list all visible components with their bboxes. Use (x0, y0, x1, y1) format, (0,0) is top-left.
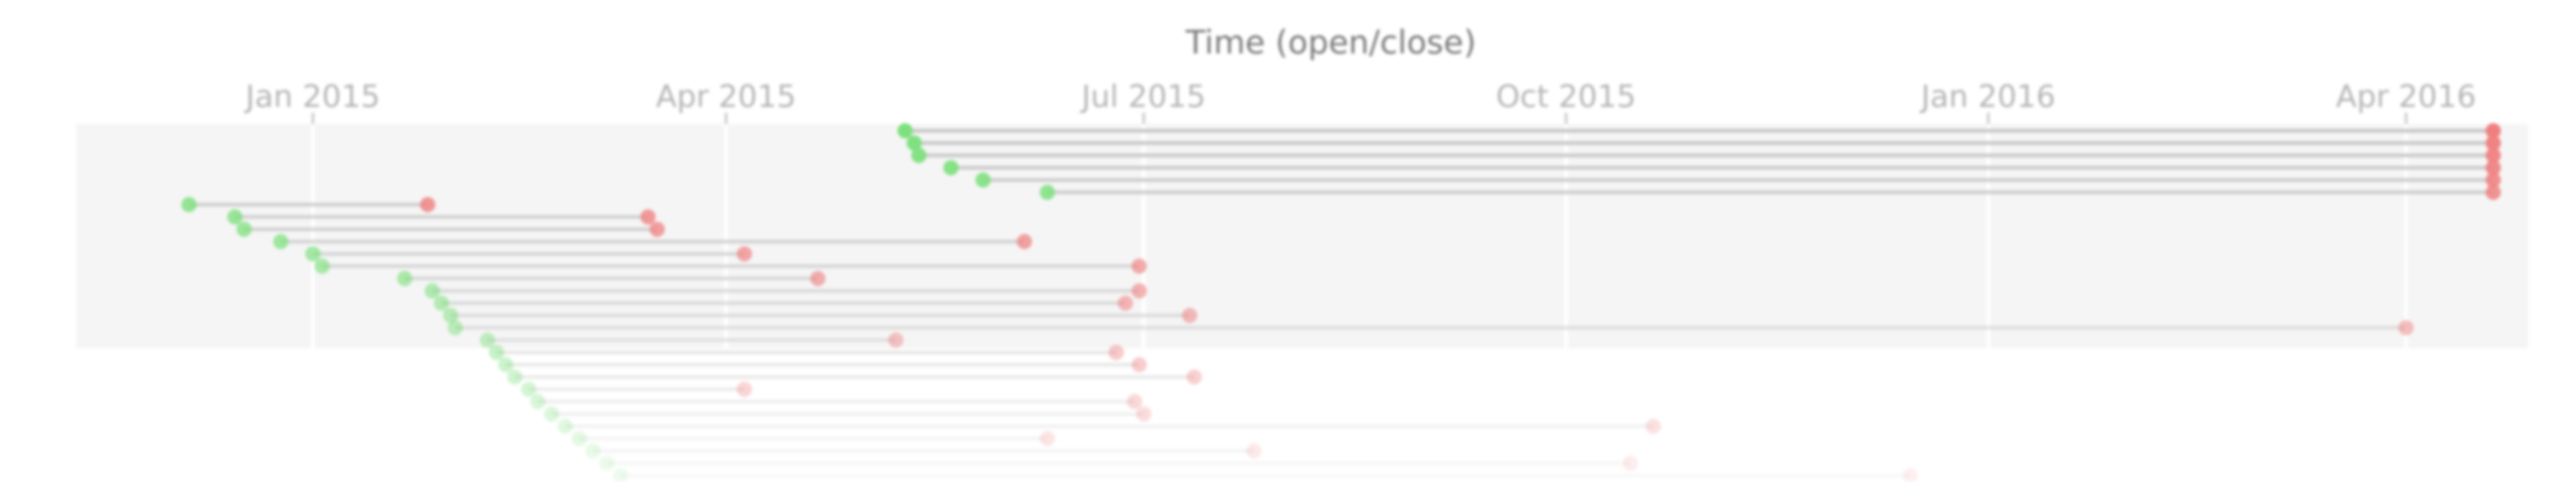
open-point (598, 455, 614, 472)
open-point (975, 172, 991, 188)
tick-label: Apr 2015 (656, 78, 797, 115)
open-point (305, 246, 321, 262)
open-point (943, 159, 959, 176)
close-point (810, 270, 826, 286)
close-point (2485, 184, 2502, 200)
tick-label: Jan 2015 (244, 78, 381, 115)
close-point (649, 221, 665, 238)
close-point (1246, 443, 1262, 459)
open-point (911, 147, 927, 163)
close-point (1108, 345, 1124, 361)
open-point (273, 234, 289, 250)
close-point (1016, 234, 1032, 250)
close-point (1039, 430, 1055, 447)
open-point (897, 123, 913, 138)
grid-lines (311, 124, 2408, 348)
open-point (236, 221, 252, 238)
close-point (1902, 468, 1919, 482)
open-point (557, 418, 573, 434)
chart-title: Time (open/close) (1185, 24, 1476, 62)
open-point (906, 135, 923, 151)
close-point (2485, 147, 2502, 163)
tick-label: Oct 2015 (1496, 78, 1636, 115)
open-point (498, 357, 514, 373)
close-point (888, 332, 904, 348)
close-point (2485, 172, 2502, 188)
open-point (585, 443, 601, 459)
open-point (1039, 184, 1055, 200)
close-point (1186, 369, 1202, 385)
close-point (640, 209, 656, 225)
open-point (507, 369, 523, 385)
close-point (1117, 295, 1133, 311)
tick-label: Jan 2016 (1920, 78, 2056, 115)
open-point (613, 468, 629, 482)
close-point (2485, 159, 2502, 176)
close-point (737, 246, 753, 262)
open-point (227, 209, 243, 225)
plot-background (76, 124, 2528, 348)
close-point (1135, 406, 1152, 422)
close-point (1622, 455, 1638, 472)
open-point (433, 295, 449, 311)
open-point (181, 197, 197, 213)
close-point (2398, 320, 2414, 336)
open-point (479, 332, 495, 348)
open-point (521, 381, 537, 397)
open-point (397, 270, 413, 286)
close-point (420, 197, 436, 213)
open-point (314, 258, 330, 274)
open-point (425, 283, 441, 299)
close-point (1132, 283, 1147, 299)
close-point (2485, 135, 2502, 151)
data-points (181, 123, 2502, 482)
open-point (488, 345, 505, 361)
span-lines (189, 129, 2494, 478)
close-point (1132, 357, 1147, 373)
x-axis-ticks: Jan 2015 Apr 2015 Jul 2015 Oct 2015 Jan 2016… (244, 78, 2476, 124)
close-point (1132, 258, 1147, 274)
close-point (1181, 307, 1197, 324)
tick-label: Jul 2015 (1080, 78, 1206, 115)
close-point (2485, 123, 2502, 138)
tick-label: Apr 2016 (2336, 78, 2476, 115)
open-point (447, 320, 464, 336)
close-point (737, 381, 753, 397)
open-point (530, 393, 546, 409)
close-point (1645, 418, 1661, 434)
open-point (443, 307, 459, 324)
open-point (544, 406, 560, 422)
close-point (1127, 393, 1143, 409)
open-point (571, 430, 588, 447)
